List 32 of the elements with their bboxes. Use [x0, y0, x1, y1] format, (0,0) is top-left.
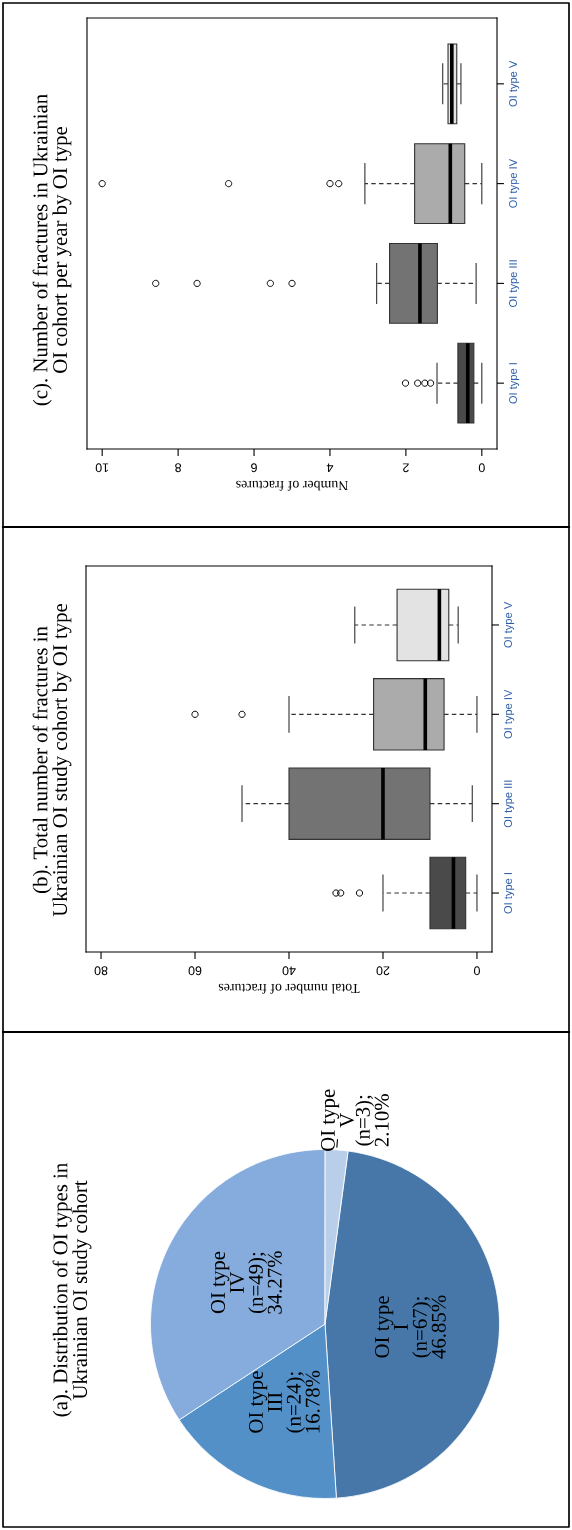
x-tick-label: 8	[175, 463, 182, 473]
x-axis-title: Total number of fractures	[218, 983, 360, 994]
y-tick-label: OI type III	[504, 780, 515, 828]
x-tick-label: 0	[473, 966, 480, 976]
text: (c). Number of fractures in Ukrainian OI cohort per year by OI type	[32, 94, 72, 406]
text: (a). Distribution of OI types in Ukrainian OI study cohort	[52, 1163, 92, 1417]
y-tick-label: OI type IV	[504, 689, 515, 739]
y-tick-label: OI type III	[509, 260, 520, 307]
x-tick-label: 2	[403, 463, 409, 473]
slice-label: OI type III	[248, 1371, 282, 1433]
slice-label: OI type I	[375, 1296, 408, 1358]
x-tick-label: 80	[94, 966, 108, 976]
slice-label: OI type V	[320, 1089, 354, 1151]
x-tick-label: 6	[251, 463, 257, 473]
x-tick-label: 0	[478, 463, 485, 473]
y-tick-label: OI type I	[509, 363, 520, 404]
x-tick-label: 40	[282, 966, 296, 976]
y-tick-label: OI type I	[504, 873, 515, 914]
data-label: (n=67); 46.85%	[412, 1295, 446, 1359]
x-tick-label: 4	[326, 463, 334, 472]
y-tick-label: OI type V	[509, 60, 520, 107]
text: (b). Total number of fractures in Ukrainian OI study cohort by OI type	[32, 603, 72, 917]
y-tick-label: OI type IV	[509, 158, 520, 208]
data-label: (n=3); 2.10%	[355, 1094, 389, 1147]
x-tick-label: 10	[95, 463, 109, 473]
x-axis-title: Number of fractures	[236, 480, 348, 491]
data-label: (n=49); 34.27%	[248, 1251, 282, 1314]
x-tick-label: 20	[376, 966, 390, 976]
x-tick-label: 60	[188, 966, 202, 976]
data-label: (n=24); 16.78%	[286, 1370, 320, 1433]
y-tick-label: OI type V	[504, 601, 515, 648]
slice-label: OI type IV	[211, 1251, 245, 1314]
